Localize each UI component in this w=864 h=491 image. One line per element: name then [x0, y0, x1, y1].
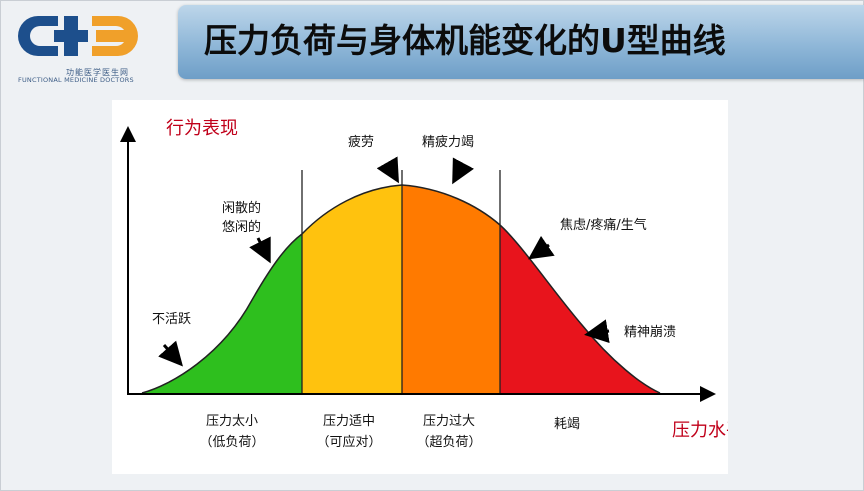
zone-moderate-fill [302, 185, 402, 393]
zone-high-sublabel: （超负荷） [416, 435, 481, 450]
zone-moderate-sublabel: （可应对） [316, 434, 381, 450]
y-axis-label: 行为表现 [166, 118, 238, 139]
logo-mark-icon [18, 16, 138, 56]
annotation-fatigue-text: 疲劳 [348, 134, 374, 150]
zone-exhaustion-label: 耗竭 [554, 417, 580, 432]
logo-chinese-text: 功能医学医生网 [66, 68, 129, 77]
annotation-exhausted-arrow [452, 157, 475, 185]
title-banner: 压力负荷与身体机能变化的U型曲线 [178, 5, 864, 79]
stress-performance-curve: 行为表现 压力水平 压力太小 （低负荷） 压力适中 （可应对） 压力过大 （超负… [120, 118, 728, 450]
annotation-exhausted-text: 精疲力竭 [422, 134, 474, 150]
annotation-fatigue-arrow [376, 156, 399, 184]
zone-low-sublabel: （低负荷） [199, 435, 264, 450]
logo: 功能医学医生网 FUNCTIONAL MEDICINE DOCTORS [18, 10, 163, 84]
annotation-idle-arrow [249, 236, 271, 264]
annotation-idle-text-2: 悠闲的 [222, 219, 261, 235]
annotation-inactive-arrow [158, 340, 183, 367]
annotation-anxiety-text: 焦虑/疼痛/生气 [560, 217, 647, 233]
logo-english-text: FUNCTIONAL MEDICINE DOCTORS [18, 76, 134, 84]
zone-low-fill [142, 234, 302, 393]
zone-low-label: 压力太小 [206, 414, 258, 429]
x-axis-label: 压力水平 [672, 420, 728, 441]
zone-high-fill [402, 185, 500, 393]
zone-moderate-label: 压力适中 [323, 414, 375, 429]
annotation-breakdown-text: 精神崩溃 [624, 325, 676, 340]
zone-exhaustion-fill [500, 225, 660, 393]
annotation-inactive-text: 不活跃 [152, 312, 191, 327]
annotation-breakdown-arrow [584, 319, 610, 344]
page-title: 压力负荷与身体机能变化的U型曲线 [204, 21, 726, 60]
annotation-anxiety-arrow [528, 235, 555, 260]
zone-high-label: 压力过大 [423, 414, 475, 429]
diagram-panel: 行为表现 压力水平 压力太小 （低负荷） 压力适中 （可应对） 压力过大 （超负… [112, 100, 728, 474]
annotation-idle-text-1: 闲散的 [222, 200, 261, 216]
